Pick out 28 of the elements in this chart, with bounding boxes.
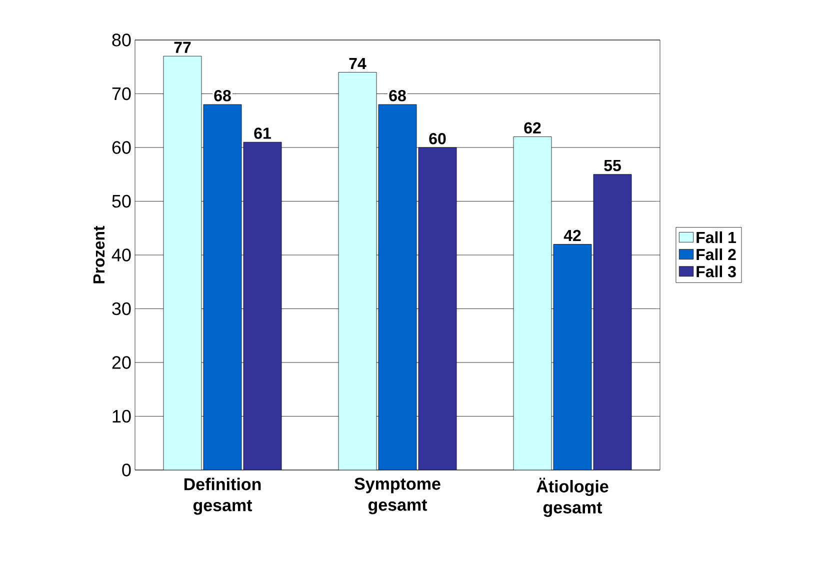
data-label: 68 <box>389 90 406 102</box>
bar <box>203 104 242 470</box>
x-tick-label: Definition gesamt <box>184 478 261 515</box>
legend-label: Fall 1 <box>696 231 736 244</box>
data-label: 60 <box>429 132 446 144</box>
data-label: 61 <box>254 128 271 139</box>
y-tick-label: 70 <box>112 87 131 100</box>
y-tick-label: 10 <box>112 410 131 423</box>
data-label: 55 <box>604 160 621 172</box>
data-label: 42 <box>564 230 581 242</box>
data-label: 74 <box>349 58 366 70</box>
x-tick-label: Ätiologie gesamt <box>536 478 608 517</box>
legend-label: Fall 3 <box>696 266 736 278</box>
y-tick-label: 80 <box>112 34 131 46</box>
y-tick-label: 50 <box>112 194 131 208</box>
y-tick-label: 20 <box>112 356 131 369</box>
y-tick-label: 30 <box>112 302 131 316</box>
bar <box>378 104 417 470</box>
x-tick-label: Symptome gesamt <box>354 478 440 514</box>
y-tick-label: 0 <box>122 464 131 476</box>
y-axis-title: Prozent <box>93 226 105 284</box>
data-label: 77 <box>174 42 191 53</box>
y-tick-label: 60 <box>112 141 131 154</box>
bar <box>553 244 592 470</box>
y-tick-label: 40 <box>112 248 131 262</box>
data-label: 68 <box>214 90 231 102</box>
legend-label: Fall 2 <box>696 248 736 260</box>
data-label: 62 <box>524 122 541 134</box>
